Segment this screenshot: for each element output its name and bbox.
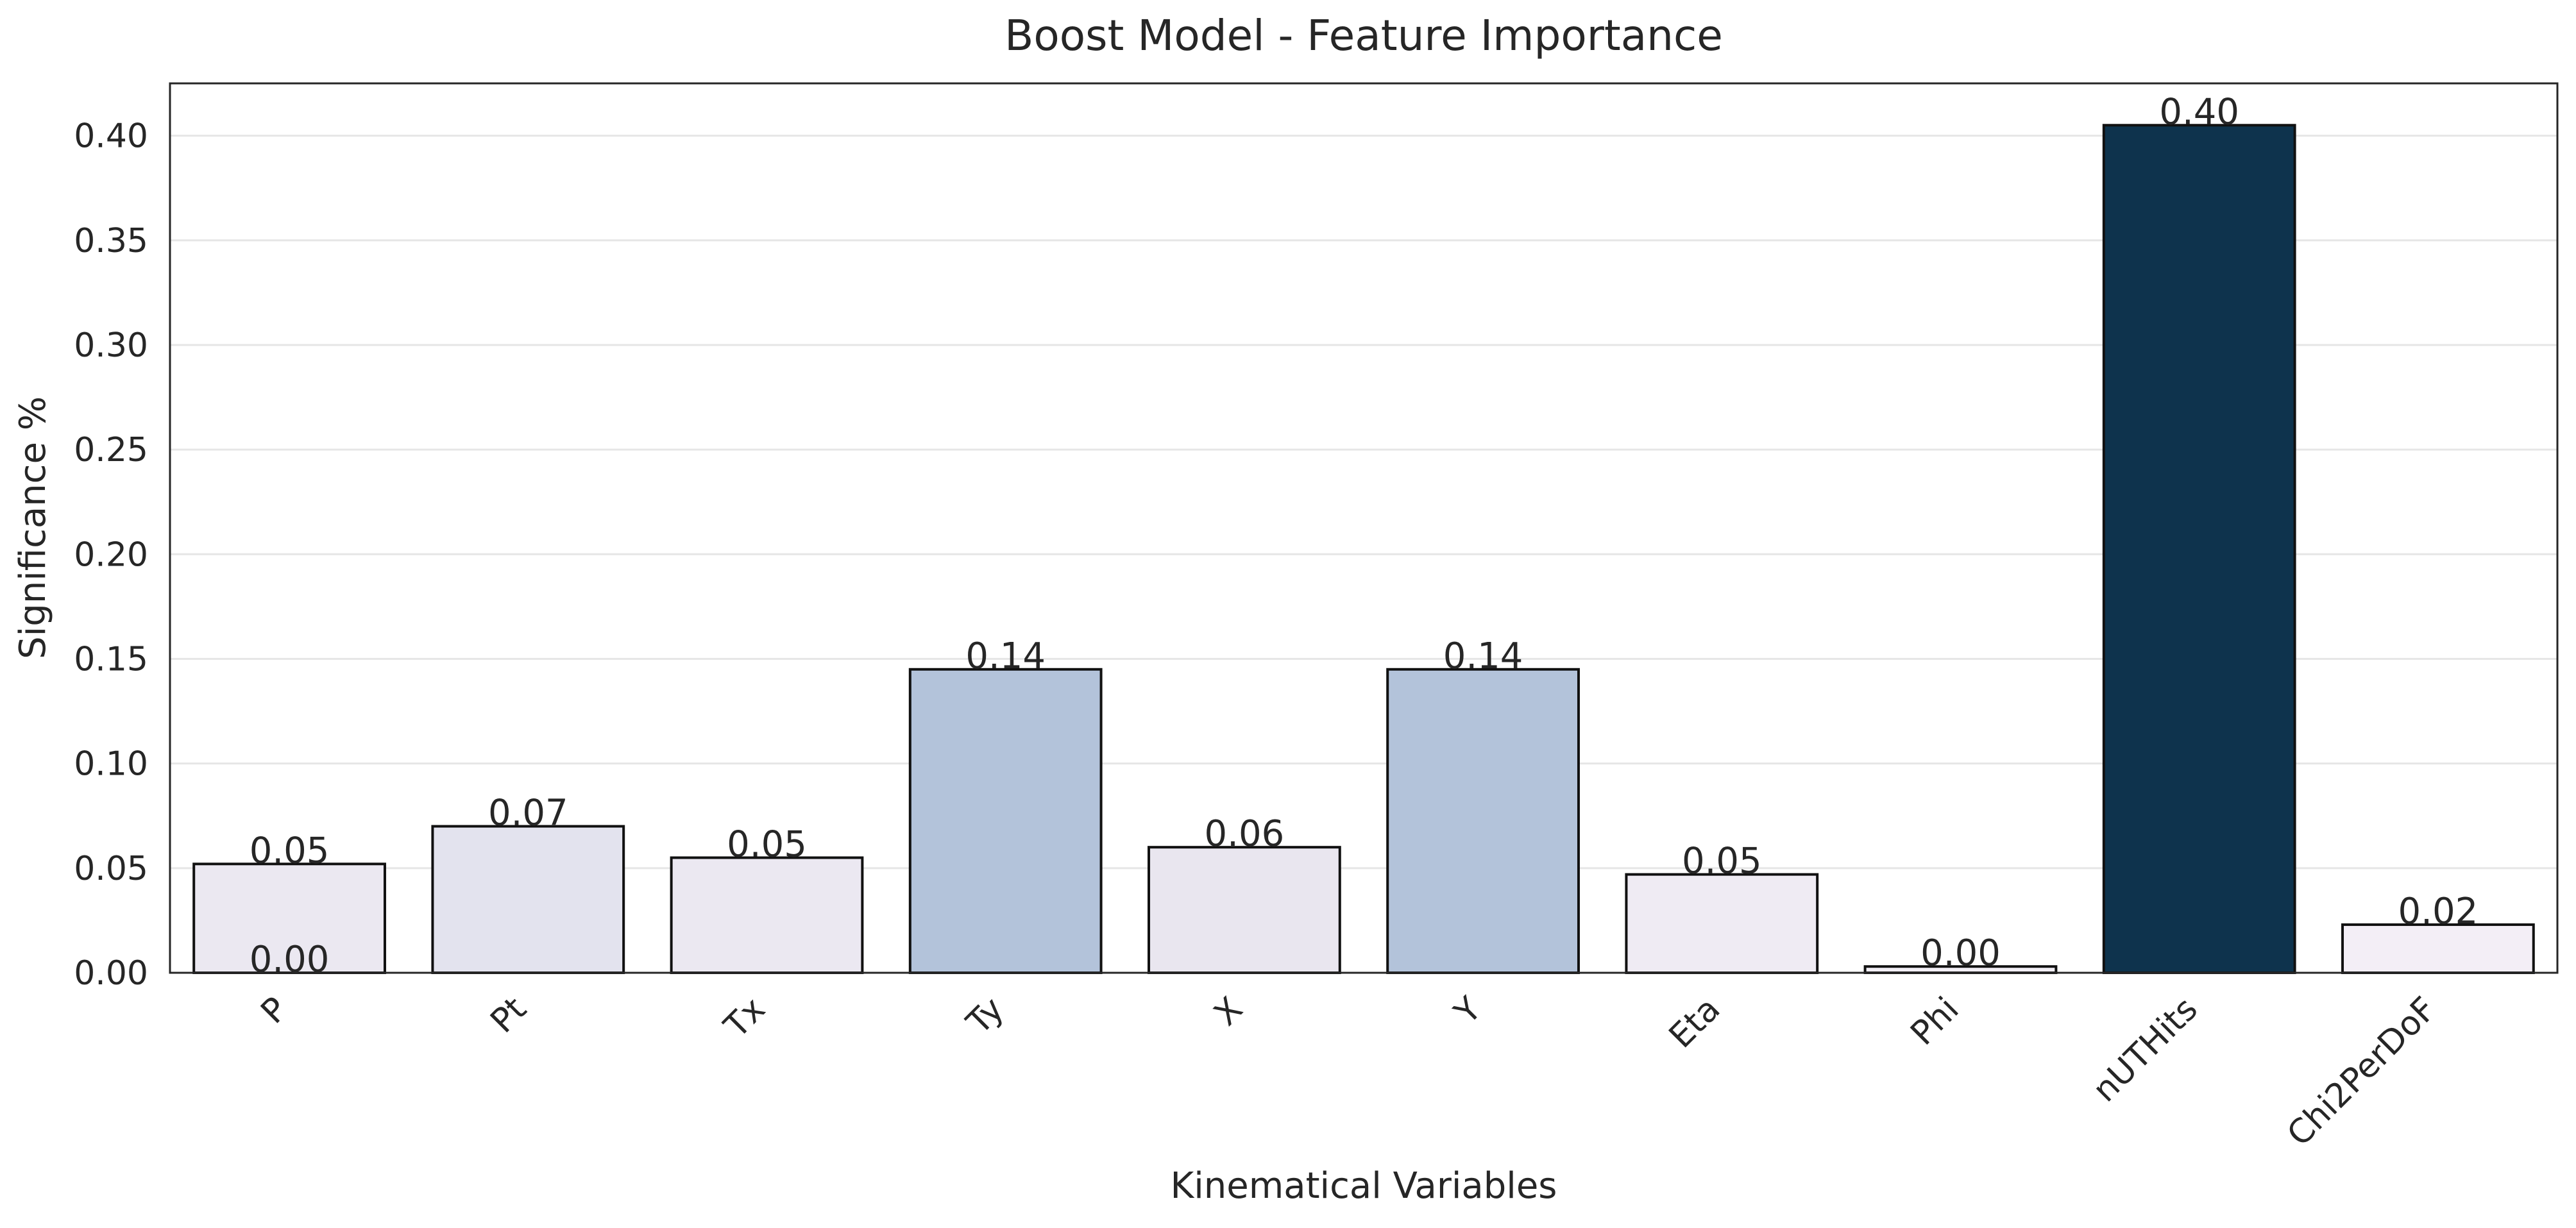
- y-tick-label-0-20: 0.20: [74, 535, 148, 574]
- x-tick-label-x: X: [1207, 990, 1250, 1034]
- bar-value-label-x: 0.06: [1205, 813, 1285, 855]
- bar-value-label-y: 0.14: [1443, 635, 1523, 677]
- x-tick-label-ty: Ty: [959, 990, 1012, 1043]
- x-tick-label-chi2perdof: Chi2PerDoF: [2280, 990, 2445, 1154]
- chart-title: Boost Model - Feature Importance: [1004, 11, 1723, 60]
- gridlines: [170, 135, 2557, 870]
- y-tick-label-0-25: 0.25: [74, 431, 148, 469]
- x-tick-label-y: Y: [1447, 990, 1489, 1032]
- bar-value-labels: 0.05 0.07 0.05 0.14 0.06 0.14 0.05 0.00 0.40 0.02…: [250, 91, 2478, 980]
- bar-value-label-pt: 0.07: [488, 793, 568, 834]
- bar-value-label-p: 0.05: [250, 830, 330, 871]
- bar-x: [1148, 846, 1341, 974]
- extra-value-label-p: 0.00: [250, 939, 330, 980]
- x-tick-label-nuthits: nUTHits: [2085, 990, 2205, 1110]
- y-axis-ticks: 0.00 0.05 0.10 0.15 0.20 0.25 0.30 0.35 0.40: [74, 117, 148, 993]
- bars: [192, 124, 2535, 975]
- bar-value-label-eta: 0.05: [1682, 841, 1762, 882]
- bar-value-label-phi: 0.00: [1920, 932, 2001, 974]
- bar-y: [1386, 668, 1580, 974]
- x-axis-title: Kinematical Variables: [1171, 1165, 1557, 1207]
- plot-frame: [169, 82, 2559, 974]
- y-axis-title: Significance %: [12, 396, 54, 659]
- bar-pt: [431, 825, 625, 975]
- bar-p: [192, 862, 386, 975]
- bar-value-label-chi2perdof: 0.02: [2398, 891, 2479, 932]
- x-tick-label-pt: Pt: [483, 990, 534, 1041]
- y-tick-label-0-40: 0.40: [74, 117, 148, 156]
- y-tick-label-0-10: 0.10: [74, 745, 148, 784]
- y-tick-label-0-05: 0.05: [74, 850, 148, 888]
- bar-value-label-tx: 0.05: [727, 824, 807, 866]
- bar-nuthits: [2102, 124, 2296, 974]
- y-tick-label-0-00: 0.00: [74, 954, 148, 993]
- bar-value-label-nuthits: 0.40: [2159, 91, 2239, 133]
- x-tick-label-phi: Phi: [1904, 990, 1967, 1053]
- y-tick-label-0-30: 0.30: [74, 326, 148, 365]
- y-tick-label-0-35: 0.35: [74, 222, 148, 260]
- x-axis-ticks: P Pt Tx Ty X Y Eta Phi nUTHits Chi2PerDoF: [254, 990, 2444, 1154]
- x-tick-label-eta: Eta: [1662, 990, 1728, 1056]
- bar-tx: [670, 856, 864, 974]
- bar-ty: [908, 668, 1103, 974]
- y-tick-label-0-15: 0.15: [74, 640, 148, 678]
- x-tick-label-tx: Tx: [716, 990, 772, 1046]
- x-tick-label-p: P: [254, 990, 296, 1032]
- bar-value-label-ty: 0.14: [965, 635, 1046, 677]
- bar-eta: [1625, 873, 1819, 975]
